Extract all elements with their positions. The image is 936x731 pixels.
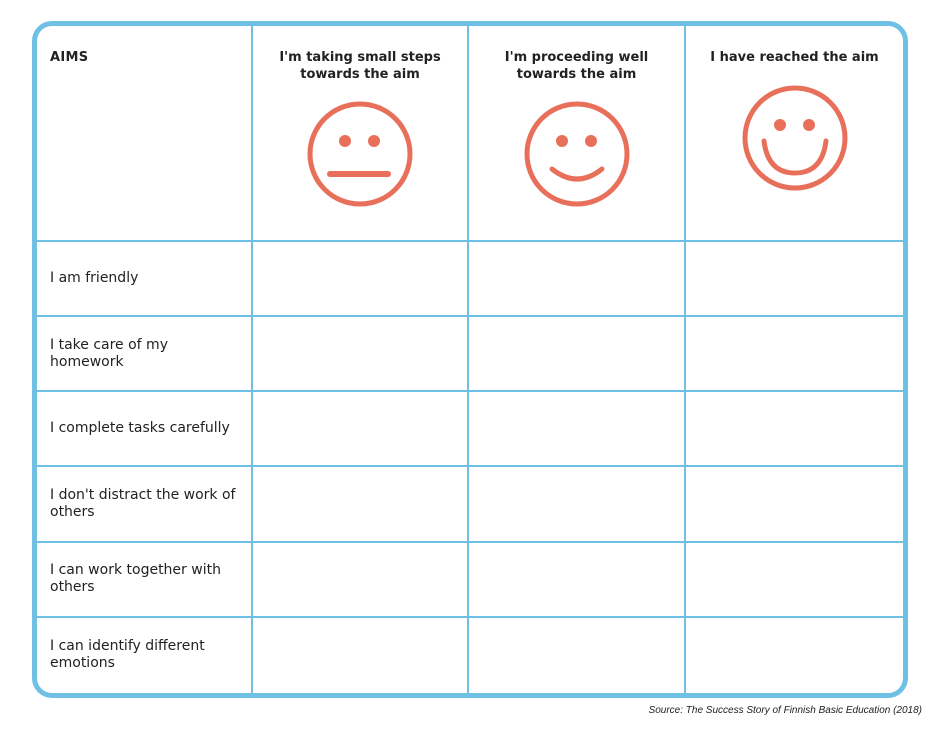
assessment-cell[interactable]: [469, 467, 686, 543]
assessment-cell[interactable]: [253, 467, 469, 543]
assessment-cell[interactable]: [253, 617, 469, 693]
assessment-cell[interactable]: [469, 392, 686, 468]
level-label: I have reached the aim: [710, 50, 879, 65]
assessment-cell[interactable]: [469, 542, 686, 618]
assessment-cell[interactable]: [253, 392, 469, 468]
assessment-cell[interactable]: [686, 392, 903, 468]
assessment-cell[interactable]: [469, 242, 686, 318]
assessment-cell[interactable]: [686, 467, 903, 543]
aim-row-label: I take care of my homework: [37, 317, 253, 393]
level-label: I'm taking small steps towards the aim: [279, 50, 441, 82]
assessment-cell[interactable]: [686, 618, 903, 693]
aim-row-label: I can identify different emotions: [37, 617, 253, 693]
assessment-cell[interactable]: [686, 317, 903, 393]
aim-text: I can identify different emotions: [50, 638, 205, 672]
aim-row-label: I am friendly: [37, 242, 253, 318]
aim-text: I am friendly: [50, 270, 139, 287]
assessment-cell[interactable]: [253, 317, 469, 393]
assessment-cell[interactable]: [686, 242, 903, 318]
assessment-cell[interactable]: [253, 542, 469, 618]
aim-text: I don't distract the work of others: [50, 487, 236, 521]
level-label: I'm proceeding well towards the aim: [504, 50, 649, 82]
aim-text: I complete tasks carefully: [50, 420, 230, 437]
assessment-cell[interactable]: [686, 543, 903, 618]
level-header-reached: I have reached the aim: [686, 26, 903, 242]
aim-row-label: I don't distract the work of others: [37, 467, 253, 543]
level-header-proceeding-well: I'm proceeding well towards the aim: [469, 26, 686, 242]
aims-header: AIMS: [37, 26, 253, 242]
aim-row-label: I can work together with others: [37, 542, 253, 618]
neutral-face-icon: [307, 101, 413, 207]
aim-text: I can work together with others: [50, 562, 221, 596]
big-smile-face-icon: [742, 85, 847, 191]
level-header-small-steps: I'm taking small steps towards the aim: [253, 26, 469, 242]
assessment-cell[interactable]: [253, 242, 469, 318]
assessment-cell[interactable]: [469, 317, 686, 393]
smile-face-icon: [524, 101, 629, 207]
source-caption: Source: The Success Story of Finnish Bas…: [648, 705, 922, 716]
self-assessment-table: AIMS I'm taking small steps towards the …: [32, 21, 908, 698]
aim-text: I take care of my homework: [50, 336, 168, 370]
aim-row-label: I complete tasks carefully: [37, 392, 253, 468]
assessment-cell[interactable]: [469, 617, 686, 693]
